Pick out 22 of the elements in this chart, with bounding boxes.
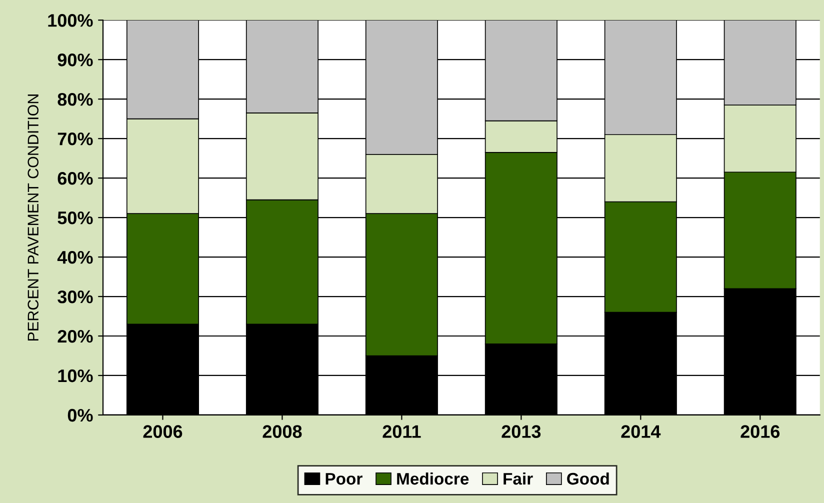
y-tick-label: 50% bbox=[58, 211, 93, 224]
x-tick-label: 2016 bbox=[740, 425, 780, 438]
y-tick-label: 20% bbox=[58, 330, 93, 343]
x-tick-label: 2013 bbox=[502, 425, 541, 438]
y-tick-label: 40% bbox=[57, 250, 93, 264]
legend-label: Fair bbox=[504, 472, 533, 485]
x-tick-label: 2011 bbox=[382, 425, 421, 438]
legend-label: Poor bbox=[326, 473, 362, 485]
y-tick-label: 10% bbox=[58, 369, 93, 382]
y-axis-title: PERCENT PAVEMENT CONDITION bbox=[28, 94, 39, 341]
x-tick-label: 2008 bbox=[262, 425, 302, 438]
legend-label: Good bbox=[567, 472, 609, 485]
y-tick-label: 70% bbox=[58, 132, 93, 146]
x-tick-label: 2014 bbox=[621, 425, 661, 438]
y-tick-label: 90% bbox=[58, 54, 93, 66]
y-tick-label: 80% bbox=[58, 93, 93, 106]
x-tick-label: 2006 bbox=[143, 425, 182, 438]
legend-label: Mediocre bbox=[397, 472, 469, 485]
y-tick-label: 60% bbox=[58, 172, 93, 185]
y-tick-label: 0% bbox=[68, 408, 93, 422]
y-tick-label: 100% bbox=[48, 14, 93, 27]
y-tick-label: 30% bbox=[58, 290, 93, 304]
